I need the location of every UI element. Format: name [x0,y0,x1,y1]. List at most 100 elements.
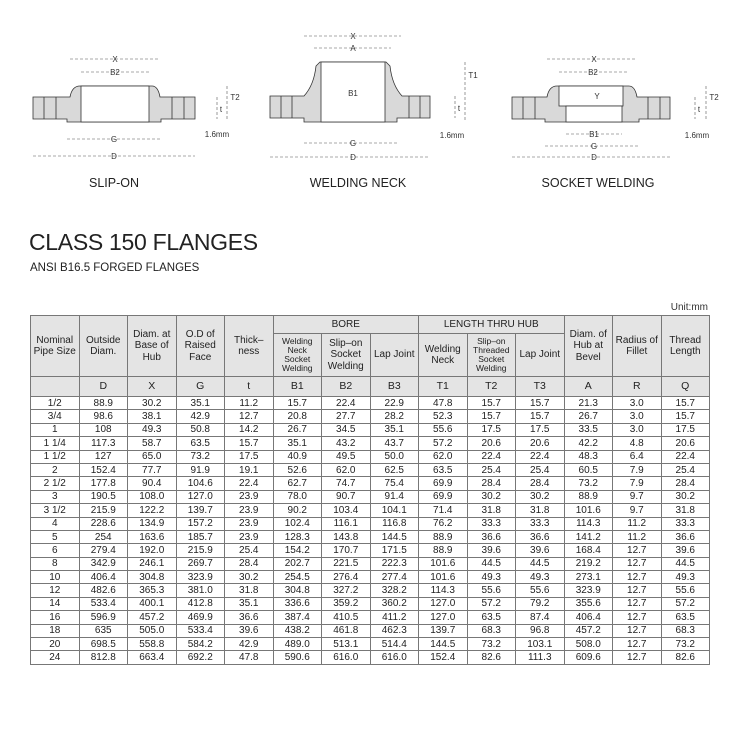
value-cell: 387.4 [272,610,322,625]
value-cell: 88.9 [418,529,468,545]
value-cell: 52.6 [272,462,322,478]
value-cell: 57.2 [660,596,710,612]
value-cell: 328.2 [369,583,419,598]
value-cell: 114.3 [418,583,468,598]
value-cell: 12.7 [612,583,662,598]
value-cell: 269.7 [175,556,225,572]
value-cell: 152.4 [418,650,468,665]
value-cell: 101.6 [418,570,468,585]
socket-welding-flange-drawing [511,85,671,123]
value-cell: 20.6 [466,436,516,451]
value-cell: 400.1 [127,596,177,612]
header-cell: Lap Joint [369,333,419,377]
value-cell: 55.6 [515,583,565,598]
value-cell: 381.0 [175,583,225,598]
dim-b1-label: B1 [589,130,599,139]
value-cell: 410.5 [321,610,371,625]
value-cell: 304.8 [127,570,177,585]
value-cell: 38.1 [127,409,177,424]
dim-gap-label: 1.6mm [205,130,230,139]
dim-gap-label: 1.6mm [685,131,710,140]
pipe-size-cell: 18 [30,623,80,639]
value-cell: 692.2 [175,650,225,665]
dim-d-label: D [111,152,117,161]
pipe-size-cell: 2 [30,462,80,478]
value-cell: 15.7 [466,395,516,411]
value-cell: 101.6 [418,556,468,572]
table-row: 3/4 98.6 38.1 42.9 12.7 20.8 27.7 28.2 52.3 15.7 1… [30,409,710,424]
pipe-size-cell: 5 [30,529,80,545]
value-cell: 143.8 [321,529,371,545]
value-cell: 20.6 [515,436,565,451]
value-cell: 190.5 [78,489,128,505]
value-cell: 139.7 [418,623,468,639]
value-cell: 28.2 [369,409,419,424]
value-cell: 327.2 [321,583,371,598]
value-cell: 11.2 [612,529,662,545]
value-cell: 663.4 [127,650,177,665]
value-cell: 6.4 [612,449,662,464]
dim-t1-label: T1 [468,71,478,80]
value-cell: 63.5 [175,436,225,451]
value-cell: 246.1 [127,556,177,572]
pipe-size-cell: 3 [30,489,80,505]
value-cell: 76.2 [418,516,468,531]
value-cell: 412.8 [175,596,225,612]
pipe-size-cell: 24 [30,650,80,665]
value-cell: 52.3 [418,409,468,424]
value-cell: 406.4 [563,610,613,625]
symbol-cell: T2 [466,376,516,397]
value-cell: 71.4 [418,503,468,518]
table-row: 6 279.4 192.0 215.9 25.4 154.2 170.7 171.5 88.9 3… [30,543,710,558]
dim-x-label: X [591,55,597,64]
value-cell: 34.5 [321,422,371,438]
value-cell: 35.1 [175,395,225,411]
header-cell: Outside Diam. [78,315,128,377]
value-cell: 108 [78,422,128,438]
dim-y-label: Y [594,92,600,101]
value-cell: 12.7 [612,637,662,652]
value-cell: 12.7 [612,596,662,612]
value-cell: 36.6 [224,610,274,625]
value-cell: 23.9 [224,516,274,531]
value-cell: 365.3 [127,583,177,598]
value-cell: 698.5 [78,637,128,652]
value-cell: 65.0 [127,449,177,464]
value-cell: 482.6 [78,583,128,598]
value-cell: 122.2 [127,503,177,518]
value-cell: 103.4 [321,503,371,518]
value-cell: 25.4 [660,462,710,478]
value-cell: 49.3 [127,422,177,438]
slip-on-caption: SLIP-ON [88,176,140,190]
symbol-cell: Q [660,376,710,397]
value-cell: 533.4 [175,623,225,639]
value-cell: 73.2 [175,449,225,464]
value-cell: 28.4 [515,476,565,491]
value-cell: 31.8 [466,503,516,518]
value-cell: 36.6 [466,529,516,545]
value-cell: 42.9 [224,637,274,652]
value-cell: 91.9 [175,462,225,478]
value-cell: 170.7 [321,543,371,558]
value-cell: 4.8 [612,436,662,451]
value-cell: 50.0 [369,449,419,464]
value-cell: 49.3 [515,570,565,585]
value-cell: 144.5 [369,529,419,545]
value-cell: 584.2 [175,637,225,652]
value-cell: 533.4 [78,596,128,612]
value-cell: 359.2 [321,596,371,612]
unit-label: Unit:mm [670,302,708,313]
pipe-size-cell: 8 [30,556,80,572]
pipe-size-cell: 2 1/2 [30,476,80,491]
header-cell: Welding Neck Socket Welding [272,333,322,377]
value-cell: 75.4 [369,476,419,491]
value-cell: 50.8 [175,422,225,438]
dim-g-label: G [350,139,356,148]
value-cell: 277.4 [369,570,419,585]
pipe-size-cell: 14 [30,596,80,612]
value-cell: 31.8 [515,503,565,518]
value-cell: 88.9 [418,543,468,558]
value-cell: 11.2 [612,516,662,531]
value-cell: 104.6 [175,476,225,491]
dim-t2-label: T2 [230,93,240,102]
